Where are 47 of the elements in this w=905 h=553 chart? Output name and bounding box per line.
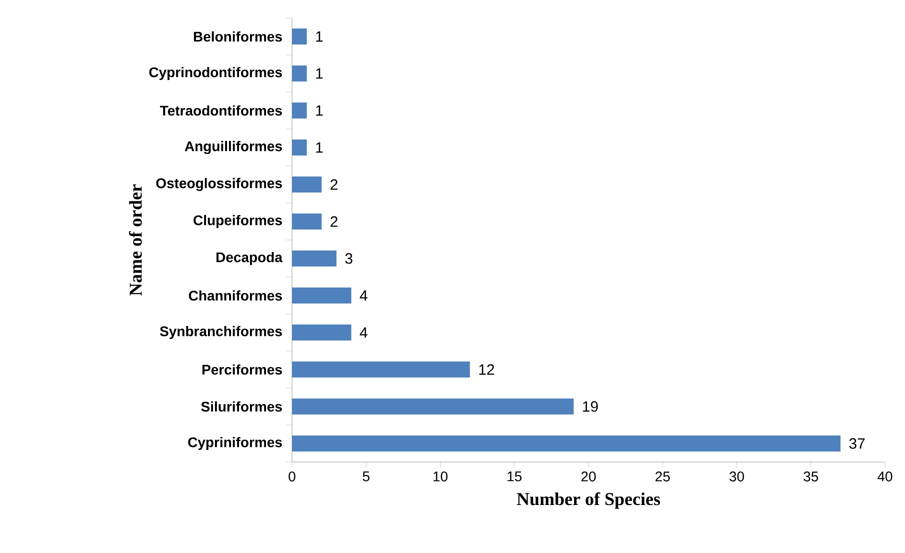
bar	[292, 398, 574, 414]
x-tick-label: 5	[362, 472, 370, 482]
bar	[292, 139, 307, 156]
y-tick-label: Clupeiformes	[194, 214, 282, 228]
bar	[292, 28, 307, 44]
y-tick-label: Osteoglossiformes	[156, 178, 282, 192]
y-tick-label: Synbranchiformes	[160, 326, 282, 340]
x-tick-label: 25	[656, 472, 670, 482]
data-label: 1	[316, 31, 323, 42]
data-label: 3	[345, 253, 352, 264]
bar	[292, 435, 841, 452]
bar	[292, 102, 307, 118]
y-tick-label: Beloniformes	[194, 31, 282, 42]
bar	[292, 250, 336, 266]
y-tick-label: Perciformes	[202, 364, 282, 375]
y-axis-title: Name of order	[128, 184, 142, 296]
data-label: 1	[316, 142, 323, 153]
x-tick-label: 15	[508, 472, 522, 482]
data-label: 37	[849, 438, 865, 449]
y-tick-label: Siluriformes	[201, 401, 282, 412]
x-tick-label: 10	[434, 472, 448, 482]
y-tick-label: Decapoda	[216, 252, 283, 266]
data-label: 19	[583, 401, 598, 412]
data-label: 1	[316, 68, 323, 79]
data-label: 2	[330, 179, 338, 190]
x-axis-title: Number of Species	[516, 492, 660, 509]
y-tick-label: Cypriniformes	[188, 436, 282, 450]
x-tick-label: 35	[804, 472, 818, 482]
x-tick-label: 40	[878, 472, 892, 482]
data-label: 4	[360, 327, 368, 338]
x-tick-label: 20	[581, 472, 596, 482]
data-label: 12	[479, 364, 494, 375]
data-label: 1	[316, 105, 323, 116]
y-tick-label: Cyprinodontiformes	[149, 66, 282, 80]
bar	[292, 361, 470, 378]
y-tick-label: Channiformes	[188, 290, 282, 301]
bar	[292, 324, 352, 340]
data-label: 2	[330, 216, 338, 227]
bar	[292, 287, 352, 304]
y-tick-label: Anguilliformes	[184, 140, 282, 154]
y-tick-label: Tetraodontiformes	[160, 105, 282, 116]
data-label: 4	[360, 290, 368, 301]
bar	[292, 213, 322, 230]
x-tick-label: 0	[288, 472, 296, 482]
bar	[292, 176, 322, 192]
x-tick-label: 30	[729, 472, 744, 482]
bar	[292, 65, 307, 82]
